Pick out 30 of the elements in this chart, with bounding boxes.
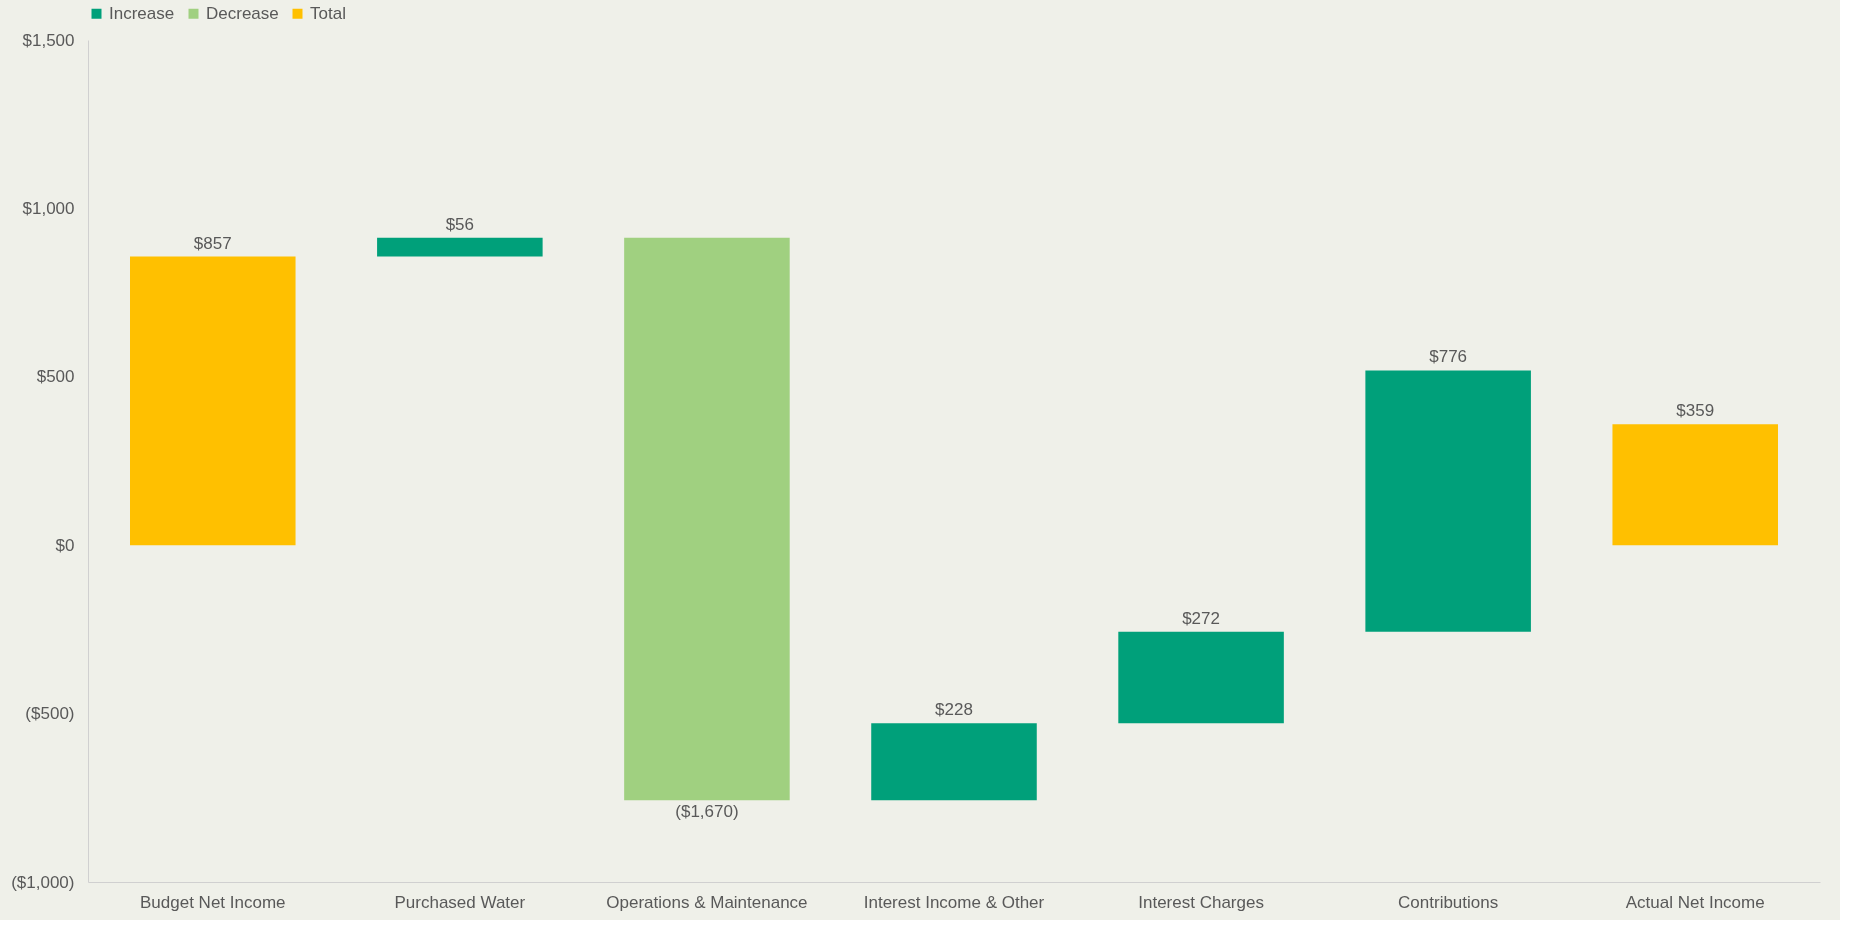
y-tick-label: $0: [55, 535, 75, 555]
data-label: $272: [1182, 608, 1220, 628]
data-label: $228: [935, 700, 973, 720]
legend-label: Decrease: [206, 3, 279, 23]
data-label: $359: [1676, 401, 1715, 421]
y-tick-label: $1,500: [22, 30, 75, 50]
bar: [871, 723, 1037, 801]
x-tick-label: Operations & Maintenance: [606, 892, 808, 912]
x-tick-label: Actual Net Income: [1625, 892, 1765, 912]
data-label: $857: [193, 233, 232, 253]
data-label: $56: [445, 214, 475, 234]
x-tick-label: Interest Charges: [1138, 892, 1264, 912]
bar: [130, 256, 296, 546]
x-tick-label: Purchased Water: [394, 892, 526, 912]
data-label: $776: [1429, 347, 1468, 367]
legend-label: Total: [310, 3, 346, 23]
bar: [377, 237, 543, 257]
bar: [1365, 370, 1531, 632]
bar: [1612, 424, 1778, 546]
bar: [624, 237, 790, 801]
y-tick-label: ($1,000): [11, 872, 75, 892]
bar: [1118, 631, 1284, 724]
x-tick-label: Contributions: [1398, 892, 1499, 912]
x-tick-label: Interest Income & Other: [863, 892, 1045, 912]
y-tick-label: ($500): [25, 704, 75, 724]
y-tick-label: $500: [36, 367, 75, 387]
legend-label: Increase: [109, 3, 175, 23]
x-tick-label: Budget Net Income: [140, 892, 286, 912]
y-tick-label: $1,000: [22, 198, 75, 218]
data-label: ($1,670): [675, 802, 739, 822]
